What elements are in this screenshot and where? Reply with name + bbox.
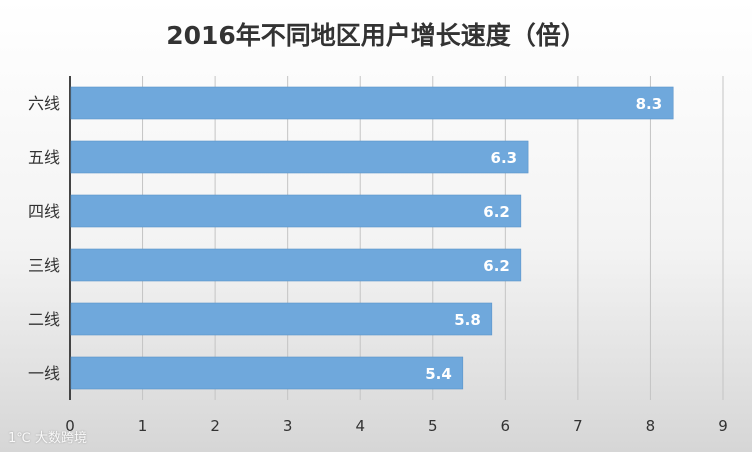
x-tick-label: 5 (428, 417, 438, 435)
bar (70, 194, 522, 228)
data-label: 5.8 (454, 311, 481, 329)
x-tick-label: 4 (355, 417, 365, 435)
x-tick-label: 1 (138, 417, 148, 435)
bar (70, 86, 674, 120)
x-tick-label: 3 (283, 417, 293, 435)
category-label: 二线 (28, 310, 60, 329)
data-label: 6.2 (483, 257, 510, 275)
x-tick-label: 7 (573, 417, 583, 435)
data-label: 6.3 (491, 149, 518, 167)
x-tick-label: 0 (65, 417, 75, 435)
bar (70, 302, 493, 336)
x-tick-label: 2 (210, 417, 220, 435)
category-label: 六线 (28, 94, 60, 113)
x-tick-label: 9 (718, 417, 728, 435)
data-label: 8.3 (636, 95, 663, 113)
x-tick-label: 8 (646, 417, 656, 435)
chart-title: 2016年不同地区用户增长速度（倍） (166, 21, 586, 50)
bar (70, 248, 522, 282)
watermark: 1℃ 大数跨境 (8, 431, 88, 446)
category-label: 四线 (28, 202, 60, 221)
bar (70, 356, 464, 390)
data-label: 5.4 (425, 365, 452, 383)
x-tick-label: 6 (501, 417, 511, 435)
category-label: 五线 (28, 148, 60, 167)
category-label: 三线 (28, 256, 60, 275)
data-label: 6.2 (483, 203, 510, 221)
bar (70, 140, 529, 174)
category-label: 一线 (28, 364, 60, 383)
